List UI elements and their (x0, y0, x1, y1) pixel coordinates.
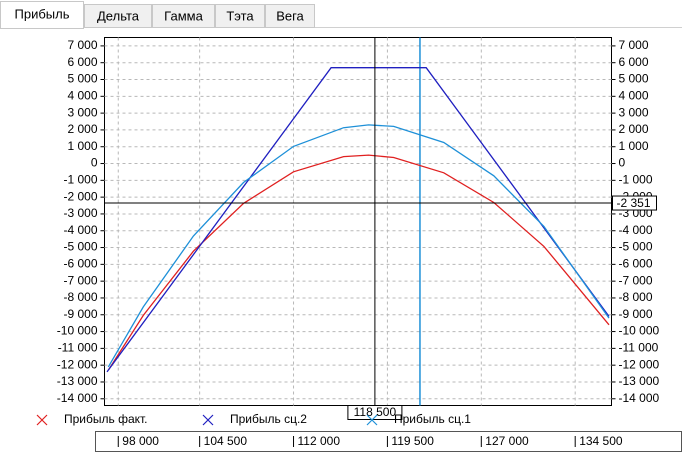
y-tick-label-right: 2 000 (619, 122, 649, 136)
y-tick-label: -1 000 (63, 173, 97, 187)
y-tick-label: 6 000 (67, 55, 97, 69)
y-tick-label-right: -9 000 (619, 307, 653, 321)
y-tick-label-right: 1 000 (619, 139, 649, 153)
x-tick-label: 119 500 (391, 434, 434, 448)
y-tick-label: -10 000 (57, 324, 98, 338)
legend-label: Прибыль сц.2 (230, 412, 307, 426)
y-tick-label: -5 000 (63, 240, 97, 254)
y-tick-label: 5 000 (67, 72, 97, 86)
tab-label: Вега (276, 8, 304, 23)
y-tick-label-right: 3 000 (619, 105, 649, 119)
panel (0, 27, 682, 452)
y-tick-label-right: -12 000 (619, 357, 660, 371)
y-tick-label: -13 000 (57, 374, 98, 388)
legend-label: Прибыль факт. (64, 412, 148, 426)
y-tick-label: -11 000 (58, 341, 98, 355)
crosshair-x-box (347, 405, 403, 420)
x-tick-label: 104 500 (204, 434, 248, 448)
y-tick-label-right: -11 000 (619, 341, 659, 355)
crosshair-y-label: -2 351 (617, 196, 651, 210)
legend-marker (366, 414, 378, 426)
tab-label: Прибыль (15, 6, 70, 21)
y-tick-label: -3 000 (63, 206, 97, 220)
tab-label: Тэта (226, 8, 254, 23)
y-tick-label: 0 (91, 156, 98, 170)
x-tick-label: 98 000 (122, 434, 159, 448)
tab[interactable] (84, 4, 152, 28)
y-tick-label: -7 000 (63, 273, 97, 287)
y-tick-label-right: 5 000 (619, 72, 649, 86)
legend-marker (36, 414, 48, 426)
y-tick-label-right: 6 000 (619, 55, 649, 69)
y-tick-label: -2 000 (63, 189, 97, 203)
series-line (107, 154, 610, 371)
y-tick-label-right: 4 000 (619, 88, 649, 102)
y-tick-label: 3 000 (67, 105, 97, 119)
crosshair-y-box (612, 195, 657, 211)
y-tick-label-right: -10 000 (619, 324, 660, 338)
y-tick-label-right: -5 000 (619, 240, 653, 254)
y-tick-label-right: 0 (619, 156, 626, 170)
y-tick-label: -14 000 (57, 391, 98, 405)
y-tick-label-right: 7 000 (619, 38, 649, 52)
y-tick-label: -9 000 (63, 307, 97, 321)
y-tick-label: -12 000 (57, 357, 98, 371)
tab-label: Гамма (164, 8, 203, 23)
tab[interactable] (0, 1, 84, 29)
y-tick-label-right: -4 000 (619, 223, 653, 237)
series-line (107, 124, 610, 368)
y-tick-label: -6 000 (63, 257, 97, 271)
x-tick-label: 127 000 (485, 434, 529, 448)
legend-label: Прибыль сц.1 (394, 412, 471, 426)
y-tick-label: 4 000 (67, 88, 97, 102)
tab[interactable] (265, 4, 315, 28)
y-tick-label-right: -7 000 (619, 273, 653, 287)
legend-marker (202, 414, 214, 426)
y-tick-label-right: -14 000 (619, 391, 660, 405)
y-tick-label-right: -1 000 (619, 173, 653, 187)
y-tick-label: -8 000 (63, 290, 97, 304)
y-tick-label: 7 000 (67, 38, 97, 52)
x-tick-label: 112 000 (298, 434, 341, 448)
y-tick-label: 2 000 (67, 122, 97, 136)
crosshair-x-label: 118 500 (354, 405, 397, 419)
x-tick-label: 134 500 (579, 434, 623, 448)
tab[interactable] (215, 4, 265, 28)
y-tick-label-right: -13 000 (619, 374, 660, 388)
y-tick-label-right: -6 000 (619, 257, 653, 271)
tab-label: Дельта (97, 8, 140, 23)
tab[interactable] (152, 4, 215, 28)
y-tick-label: -4 000 (63, 223, 97, 237)
y-tick-label-right: -8 000 (619, 290, 653, 304)
y-tick-label: 1 000 (67, 139, 97, 153)
series-line (106, 67, 610, 373)
